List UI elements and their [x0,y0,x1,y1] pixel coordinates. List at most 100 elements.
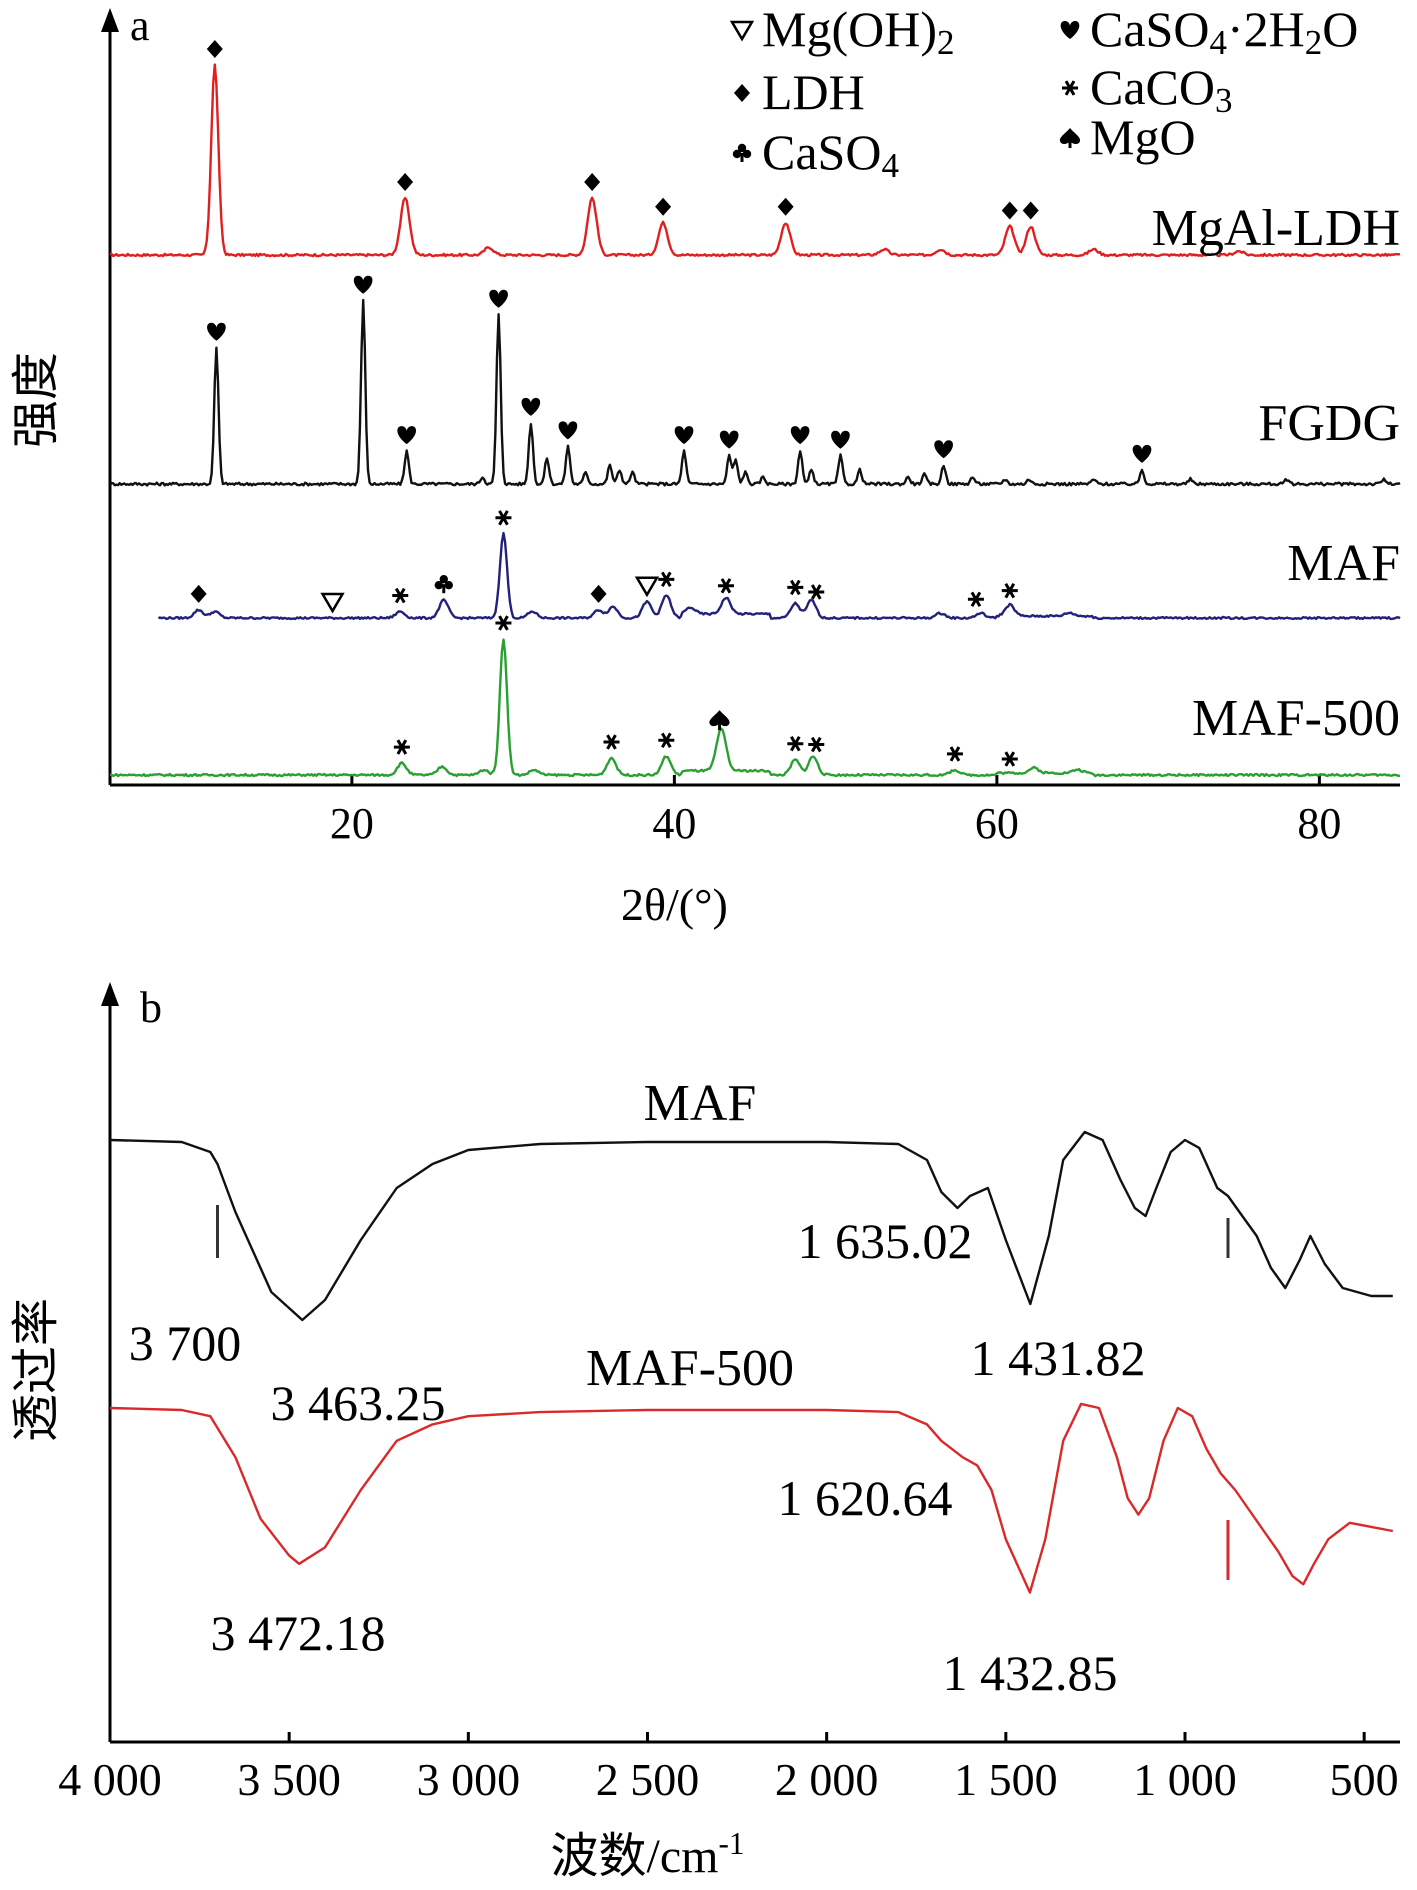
panel-a-series-label: MAF [1287,535,1400,592]
panel-a-series-label: MgAl-LDH [1152,200,1400,257]
panel-b-x-tick-label: 1 000 [1133,1754,1237,1805]
panel-a-marker-spade-leaf [709,710,730,727]
panel-a-x-tick-label: 20 [330,799,374,848]
panel-b-peak-label: 3 700 [129,1315,242,1371]
panel-a-marker-asterisk [1001,582,1018,599]
panel-a-marker-club-stem [442,584,446,594]
panel-a-marker-triangle-down-open [320,592,345,614]
panel-b: b 透过率 4 000 3 500 3 000 2 500 2 000 1 500 1 00… [10,982,1400,1883]
panel-a-marker-diamond [584,173,601,191]
legend-marker-triangle-down-open [729,20,755,42]
panel-a-marker-club-lobe [439,574,448,584]
panel-a: a 强度 20 40 60 80 2θ/(°) MgAl-LDH FGDG MAF MAF-… [10,1,1401,930]
panel-a-marker-diamond [206,40,223,58]
panel-b-x-tick-label: 3 500 [237,1754,341,1805]
panel-a-marker-spade-stem [718,722,722,731]
panel-a-y-arrow [101,8,119,32]
panel-a-marker-asterisk [495,615,512,631]
legend-marker-spade-leaf [1059,128,1081,144]
panel-a-x-tick-label: 40 [652,799,696,848]
panel-b-x-tick-label: 3 000 [417,1754,521,1805]
panel-a-marker-asterisk [787,736,804,752]
panel-b-line-maf-500 [109,1402,1394,1594]
panel-a-marker-diamond [1022,201,1039,220]
panel-a-x-label: 2θ/(°) [621,879,728,930]
panel-a-line-fgdg [109,298,1401,487]
panel-b-series-label: MAF-500 [586,1340,794,1397]
panel-a-x-tick-label: 80 [1297,799,1341,848]
panel-a-marker-spade [709,710,730,731]
panel-a-marker-diamond [655,197,672,216]
panel-a-series-mgal-ldh: MgAl-LDH [109,40,1401,258]
panel-a-series-fgdg: FGDG [109,275,1401,487]
panel-a-series-maf-500: MAF-500 [109,615,1401,778]
panel-a-marker-heart [790,426,810,445]
panel-a-marker-asterisk [1001,751,1018,767]
legend-marker-club-lobe [737,143,747,153]
panel-a-line-mgal-ldh [109,63,1401,258]
panel-b-x-tick-label: 2 000 [775,1754,879,1805]
legend-label: CaSO4 [762,124,899,185]
panel-a-marker-asterisk [717,578,734,594]
legend-marker-spade-stem [1068,140,1072,148]
panel-a-label: a [130,1,150,50]
panel-a-marker-diamond [777,197,794,216]
legend-marker-heart [1060,21,1080,39]
panel-a-marker-heart [558,421,578,440]
panel-b-label: b [140,983,162,1032]
panel-b-y-label: 透过率 [10,1298,63,1442]
panel-a-marker-club-lobe [444,580,453,590]
panel-a-marker-club [434,574,453,594]
panel-b-spikes [216,1205,1230,1580]
panel-a-marker-asterisk [495,510,512,526]
panel-a-marker-asterisk [393,739,410,755]
panel-b-peak-label: 1 620.64 [778,1470,953,1526]
panel-a-marker-heart [353,275,373,294]
legend-label: MgO [1090,109,1196,165]
panel-b-x-label: 波数/cm-1 [551,1826,745,1883]
panel-b-x-tick-label: 2 500 [596,1754,700,1805]
legend-marker-club-stem [740,153,744,162]
panel-a-marker-asterisk [946,746,963,762]
legend-marker-club-lobe [732,149,742,159]
panel-a-y-label: 强度 [10,352,63,448]
panel-a-marker-heart [831,430,850,449]
panel-b-peak-label: 1 635.02 [798,1213,973,1269]
legend-marker-club-lobe [742,149,752,159]
panel-b-peak-label: 3 472.18 [211,1605,386,1661]
panel-a-series-maf: MAF [157,510,1401,621]
panel-a-marker-asterisk [787,579,804,596]
panel-b-line-maf [109,1130,1393,1322]
panel-a-marker-asterisk [392,587,409,604]
panel-b-series-maf-500: MAF-500 3 472.18 1 620.64 1 432.85 [109,1340,1394,1701]
panel-a-marker-heart [1132,444,1152,463]
panel-b-series-label: MAF [644,1075,757,1132]
panel-a-marker-asterisk [658,571,675,587]
panel-b-peak-label: 1 431.82 [971,1330,1146,1386]
panel-a-marker-diamond [190,584,207,603]
panel-a-marker-heart [207,322,226,341]
panel-a-marker-heart [397,426,417,445]
panel-a-line-maf-500 [109,638,1401,778]
panel-b-series-maf: MAF 3 700 3 463.25 1 635.02 1 431.82 [109,1075,1393,1431]
legend-marker-club [732,143,752,162]
legend-marker-spade [1059,128,1081,148]
panel-a-marker-triangle-down-open [634,576,660,598]
panel-a-series-label: MAF-500 [1192,690,1400,747]
panel-b-y-arrow [101,982,119,1006]
panel-a-marker-asterisk [658,732,675,748]
panel-a-marker-diamond [397,173,414,191]
legend-marker-asterisk [1062,80,1078,96]
panel-a-marker-asterisk [808,736,825,753]
panel-a-line-maf [157,531,1401,621]
panel-a-x-tick-label: 60 [975,799,1019,848]
panel-a-marker-diamond [1001,201,1018,220]
panel-b-peak-label: 1 432.85 [943,1645,1118,1701]
panel-a-marker-heart [489,289,508,308]
panel-b-x-tick-label: 4 000 [58,1754,162,1805]
panel-a-marker-heart [934,440,953,459]
panel-b-x-tick-label: 500 [1330,1754,1399,1805]
panel-a-marker-club-lobe [434,580,443,590]
